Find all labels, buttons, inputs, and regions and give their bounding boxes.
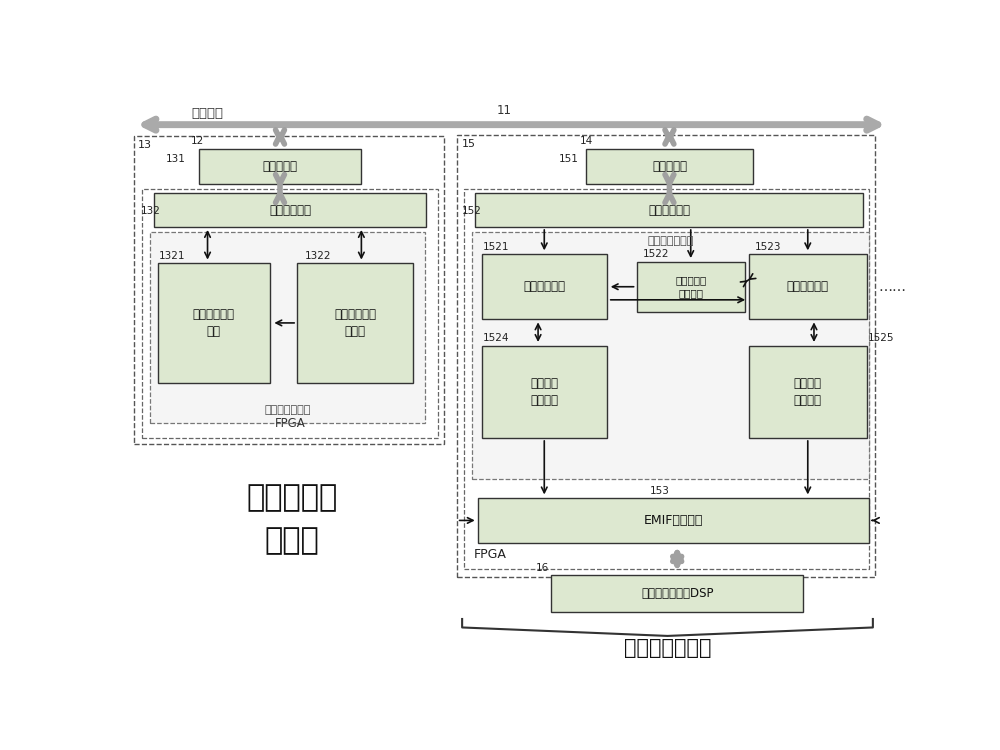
- Bar: [551, 575, 803, 612]
- Bar: [472, 232, 869, 478]
- Text: 总线收发器: 总线收发器: [262, 160, 298, 173]
- Text: 同步模式切换
管理器: 同步模式切换 管理器: [334, 308, 376, 338]
- Text: 节点总线管理器: 节点总线管理器: [647, 236, 694, 246]
- Bar: [478, 498, 869, 543]
- Bar: [158, 263, 270, 382]
- Text: 11: 11: [497, 104, 512, 117]
- Text: EMIF接口模块: EMIF接口模块: [644, 514, 703, 527]
- Text: 总线接口模块: 总线接口模块: [648, 203, 690, 217]
- Bar: [297, 263, 413, 382]
- Text: 1523: 1523: [755, 242, 782, 252]
- Bar: [154, 194, 426, 227]
- Text: 1321: 1321: [159, 251, 186, 261]
- Text: FPGA: FPGA: [275, 417, 305, 430]
- Bar: [150, 232, 425, 423]
- Text: 15: 15: [461, 139, 475, 148]
- Bar: [637, 262, 745, 312]
- Text: 中央时钟产生
单元: 中央时钟产生 单元: [193, 308, 235, 338]
- Text: 16: 16: [536, 562, 549, 573]
- Bar: [749, 346, 867, 438]
- Text: FPGA: FPGA: [474, 548, 507, 561]
- Text: 发送控制单元: 发送控制单元: [523, 280, 565, 293]
- Text: 13: 13: [137, 140, 151, 150]
- Bar: [475, 194, 863, 227]
- Bar: [482, 346, 607, 438]
- Text: 1524: 1524: [483, 333, 510, 344]
- Text: 接收数据
缓存单元: 接收数据 缓存单元: [794, 377, 822, 406]
- Text: 12: 12: [191, 136, 204, 146]
- Text: 接收控制单元: 接收控制单元: [787, 280, 829, 293]
- Text: 14: 14: [580, 136, 593, 146]
- Bar: [134, 136, 444, 444]
- Text: 数字信号处理器DSP: 数字信号处理器DSP: [641, 587, 713, 600]
- Text: 151: 151: [559, 154, 579, 164]
- Text: 中央时钟管: 中央时钟管: [246, 484, 337, 512]
- Text: 总线接口模块: 总线接口模块: [269, 203, 311, 217]
- Bar: [457, 135, 875, 577]
- Bar: [749, 254, 867, 320]
- Text: 1525: 1525: [868, 333, 895, 344]
- Text: 若干个通讯节点: 若干个通讯节点: [624, 638, 711, 658]
- Bar: [464, 188, 869, 569]
- Bar: [199, 149, 361, 184]
- Bar: [482, 254, 607, 320]
- Text: 132: 132: [141, 206, 161, 216]
- Text: 1322: 1322: [305, 251, 331, 261]
- Text: 1521: 1521: [483, 242, 510, 252]
- Text: 152: 152: [462, 206, 482, 216]
- Text: 理节点: 理节点: [264, 526, 319, 555]
- Text: ……: ……: [878, 280, 906, 294]
- Text: 仪器总线: 仪器总线: [191, 107, 223, 120]
- Text: 同步模式切
换管理器: 同步模式切 换管理器: [675, 275, 706, 298]
- Bar: [586, 149, 753, 184]
- Text: 153: 153: [650, 486, 670, 496]
- Text: 中央时钟管理器: 中央时钟管理器: [264, 405, 311, 415]
- Text: 131: 131: [166, 154, 186, 164]
- Text: 发送数据
缓存单元: 发送数据 缓存单元: [530, 377, 558, 406]
- Bar: [142, 188, 438, 438]
- Text: 1522: 1522: [643, 250, 669, 259]
- Text: 总线收发器: 总线收发器: [652, 160, 687, 173]
